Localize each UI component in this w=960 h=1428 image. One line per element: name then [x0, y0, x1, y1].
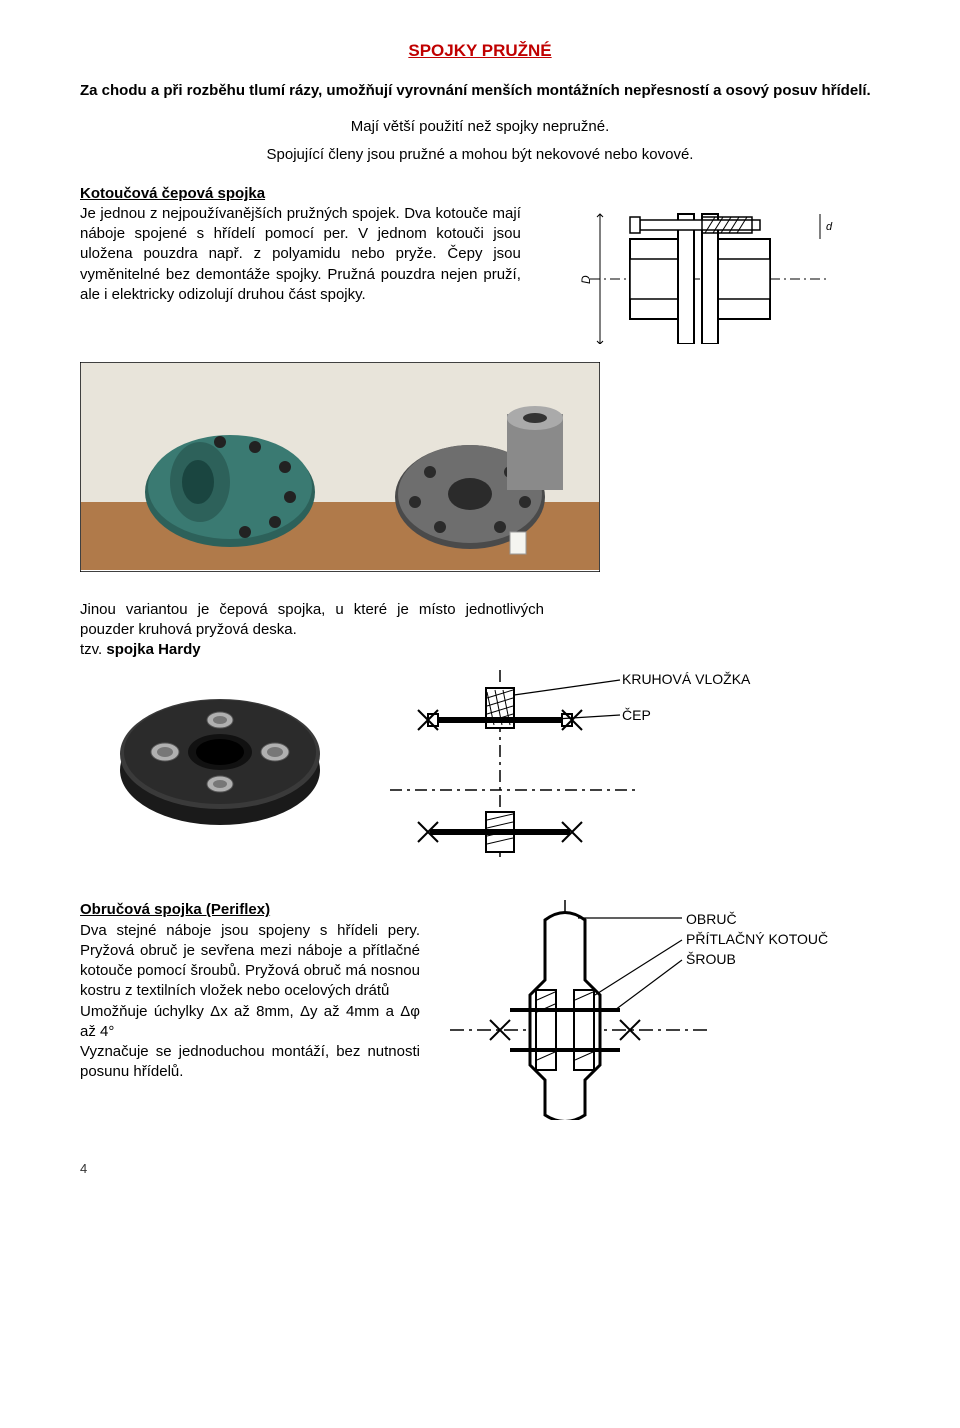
- page-title: SPOJKY PRUŽNÉ: [80, 40, 880, 63]
- periflex-body: Dva stejné náboje jsou spojeny s hřídeli…: [80, 921, 420, 1002]
- center-line-1: Mají větší použití než spojky nepružné.: [80, 117, 880, 137]
- kotouc-heading: Kotoučová čepová spojka: [80, 185, 265, 202]
- periflex-uchylky: Umožňuje úchylky Δx až 8mm, Δy až 4mm a …: [80, 1002, 420, 1043]
- periflex-label-obruc: OBRUČ: [686, 910, 737, 929]
- svg-text:d: d: [826, 221, 833, 233]
- variant-line2-bold: spojka Hardy: [106, 641, 200, 658]
- periflex-label-kotouc: PŘÍTLAČNÝ KOTOUČ: [686, 930, 828, 949]
- hardy-label-cep: ČEP: [622, 706, 651, 725]
- hardy-row: KRUHOVÁ VLOŽKA ČEP: [80, 670, 880, 860]
- center-line-2: Spojující členy jsou pružné a mohou být …: [80, 145, 880, 165]
- kotouc-section: Kotoučová čepová spojka Je jednou z nejp…: [80, 184, 880, 344]
- intro-paragraph: Za chodu a při rozběhu tlumí rázy, umožň…: [80, 81, 880, 101]
- hardy-label-vlozka: KRUHOVÁ VLOŽKA: [622, 670, 750, 689]
- variant-line2-prefix: tzv.: [80, 641, 106, 658]
- variant-line1: Jinou variantou je čepová spojka, u kter…: [80, 601, 544, 638]
- hardy-disc-photo: [100, 670, 340, 840]
- svg-text:D: D: [580, 275, 593, 284]
- hardy-section-diagram: [390, 670, 730, 860]
- periflex-heading: Obručová spojka (Periflex): [80, 901, 270, 918]
- periflex-vyzn: Vyznačuje se jednoduchou montáží, bez nu…: [80, 1042, 420, 1083]
- coupling-photo: [80, 362, 880, 572]
- kotouc-body: Je jednou z nejpoužívanějších pružných s…: [80, 204, 521, 305]
- hardy-variant-text: Jinou variantou je čepová spojka, u kter…: [80, 600, 544, 661]
- periflex-label-sroub: ŠROUB: [686, 950, 736, 969]
- periflex-row: Obručová spojka (Periflex) Dva stejné ná…: [80, 900, 880, 1120]
- kotouc-cross-section-diagram: D d: [580, 184, 840, 344]
- page-number: 4: [80, 1160, 880, 1178]
